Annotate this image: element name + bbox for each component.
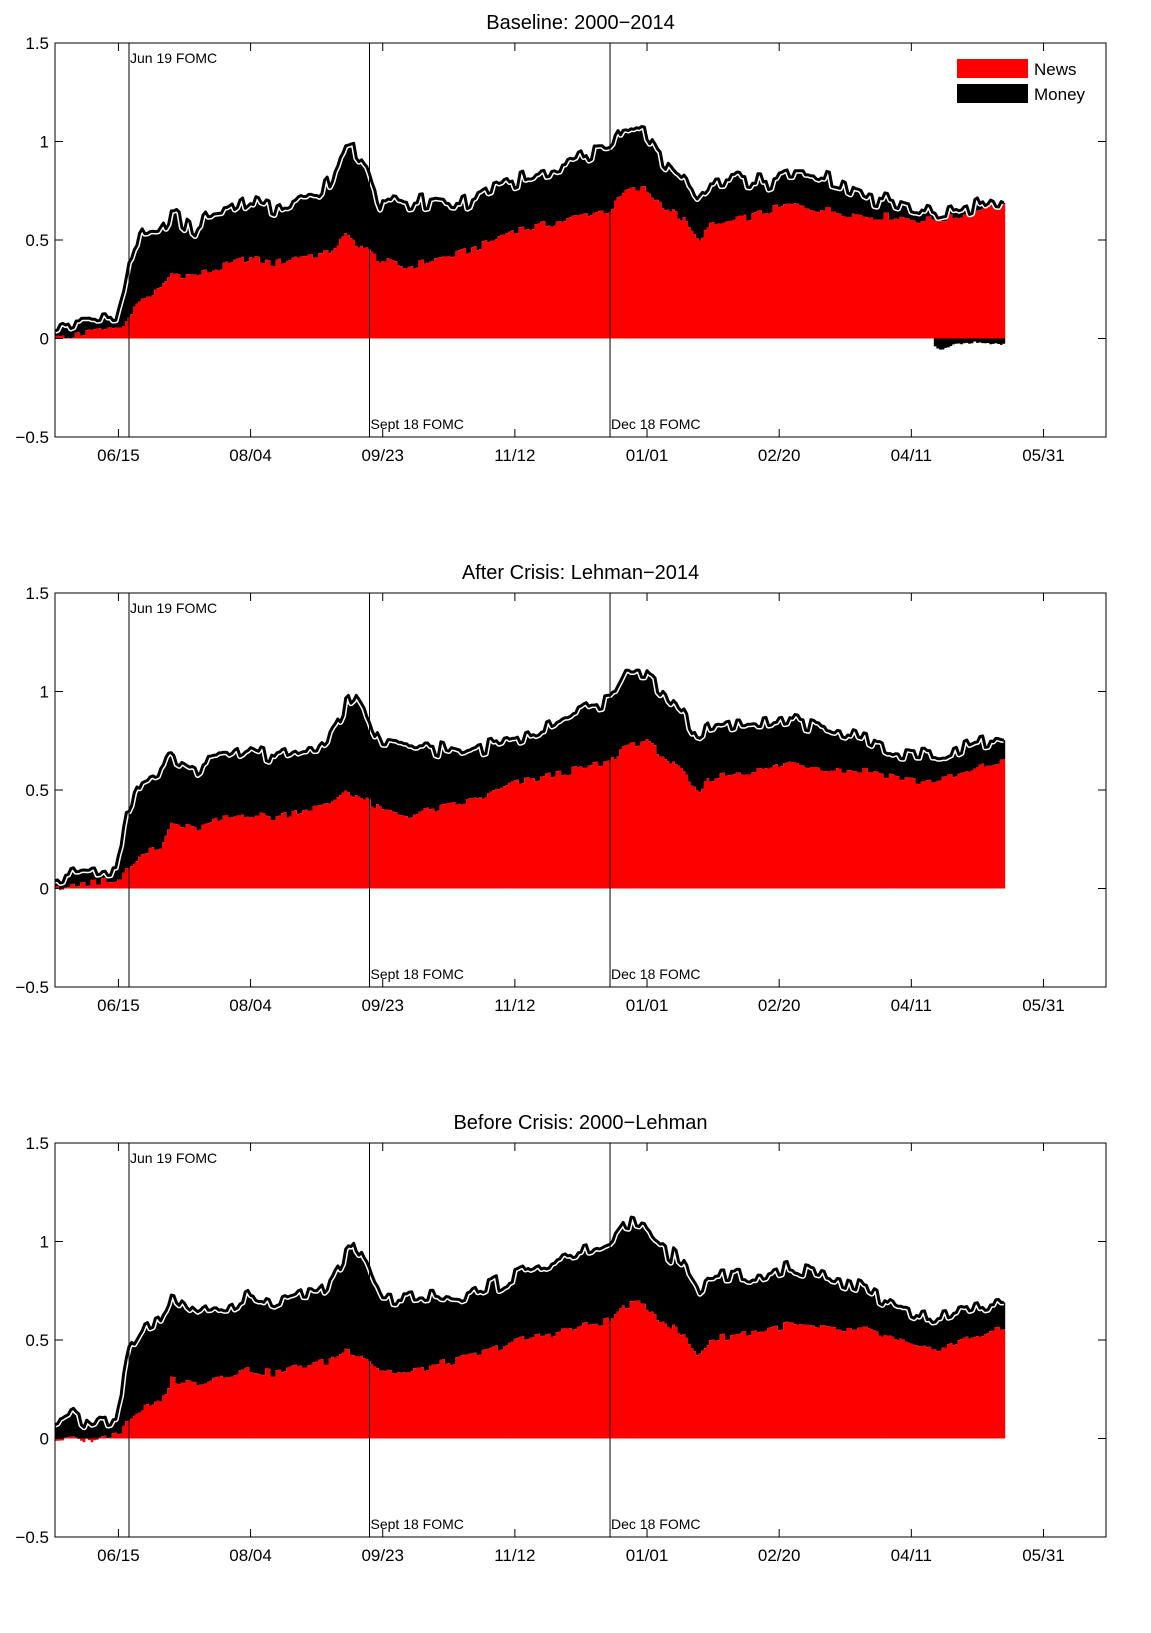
total-line bbox=[55, 125, 1005, 333]
panel-title: Baseline: 2000−2014 bbox=[486, 12, 675, 34]
x-tick-label: 09/23 bbox=[361, 1546, 404, 1565]
chart-panel-2: Jun 19 FOMC Sept 18 FOMC Dec 18 FOMC −0.5 0 0… bbox=[15, 562, 1107, 1015]
x-tick-label: 02/20 bbox=[758, 1546, 801, 1565]
news-area bbox=[55, 739, 1006, 891]
money-area bbox=[55, 1217, 1006, 1439]
event-label-3: Dec 18 FOMC bbox=[611, 966, 700, 982]
y-tick-label: 1 bbox=[40, 683, 49, 702]
x-tick-label: 08/04 bbox=[229, 996, 272, 1015]
x-tick-label: 02/20 bbox=[758, 446, 801, 465]
y-tick-label: 1.5 bbox=[25, 1134, 49, 1153]
y-tick-label: −0.5 bbox=[15, 1528, 49, 1547]
x-tick-label: 08/04 bbox=[229, 1546, 272, 1565]
x-tick-label: 06/15 bbox=[97, 1546, 140, 1565]
x-tick-label: 01/01 bbox=[626, 1546, 669, 1565]
news-area bbox=[55, 186, 1006, 339]
y-tick-label: 0.5 bbox=[25, 781, 49, 800]
event-label-1: Jun 19 FOMC bbox=[130, 1150, 217, 1166]
y-tick-label: 1 bbox=[40, 1233, 49, 1252]
panel-title: Before Crisis: 2000−Lehman bbox=[453, 1112, 707, 1134]
event-label-2: Sept 18 FOMC bbox=[371, 416, 464, 432]
legend: News Money bbox=[957, 59, 1086, 104]
news-area bbox=[55, 1300, 1006, 1443]
legend-label-news: News bbox=[1034, 60, 1077, 79]
y-tick-label: −0.5 bbox=[15, 428, 49, 447]
event-label-3: Dec 18 FOMC bbox=[611, 416, 700, 432]
x-tick-label: 11/12 bbox=[494, 996, 535, 1015]
x-tick-label: 09/23 bbox=[361, 996, 404, 1015]
money-area bbox=[55, 126, 1006, 339]
total-line bbox=[55, 668, 1005, 885]
legend-swatch-money bbox=[957, 84, 1028, 103]
legend-label-money: Money bbox=[1034, 85, 1086, 104]
y-tick-label: 0.5 bbox=[25, 231, 49, 250]
event-label-3: Dec 18 FOMC bbox=[611, 1516, 700, 1532]
y-tick-label: 0.5 bbox=[25, 1331, 49, 1350]
x-tick-label: 04/11 bbox=[891, 1546, 932, 1565]
plot-area bbox=[55, 123, 1006, 350]
y-tick-label: −0.5 bbox=[15, 978, 49, 997]
money-area bbox=[55, 670, 1006, 889]
y-tick-label: 1.5 bbox=[25, 584, 49, 603]
y-tick-label: 0 bbox=[40, 880, 49, 899]
x-tick-label: 06/15 bbox=[97, 446, 140, 465]
x-tick-label: 05/31 bbox=[1022, 446, 1065, 465]
x-tick-label: 08/04 bbox=[229, 446, 272, 465]
x-tick-label: 04/11 bbox=[891, 996, 932, 1015]
x-tick-label: 04/11 bbox=[891, 446, 932, 465]
x-tick-label: 05/31 bbox=[1022, 996, 1065, 1015]
y-tick-label: 1.5 bbox=[25, 34, 49, 53]
x-tick-label: 05/31 bbox=[1022, 1546, 1065, 1565]
y-tick-label: 0 bbox=[40, 330, 49, 349]
x-tick-label: 09/23 bbox=[361, 446, 404, 465]
event-label-1: Jun 19 FOMC bbox=[130, 50, 217, 66]
chart-panel-1: Jun 19 FOMC Sept 18 FOMC Dec 18 FOMC −0.5 0 0… bbox=[15, 12, 1107, 465]
panel-title: After Crisis: Lehman−2014 bbox=[462, 562, 699, 584]
x-tick-label: 11/12 bbox=[494, 446, 535, 465]
x-tick-label: 02/20 bbox=[758, 996, 801, 1015]
y-tick-label: 0 bbox=[40, 1430, 49, 1449]
plot-area bbox=[55, 1214, 1006, 1443]
x-tick-label: 11/12 bbox=[494, 1546, 535, 1565]
plot-area bbox=[55, 667, 1006, 891]
money-negative-area bbox=[933, 338, 1006, 350]
event-label-2: Sept 18 FOMC bbox=[371, 1516, 464, 1532]
chart-panel-3: Jun 19 FOMC Sept 18 FOMC Dec 18 FOMC −0.5 0 0… bbox=[15, 1112, 1107, 1565]
y-tick-label: 1 bbox=[40, 133, 49, 152]
event-label-2: Sept 18 FOMC bbox=[371, 966, 464, 982]
x-tick-label: 01/01 bbox=[626, 996, 669, 1015]
event-label-1: Jun 19 FOMC bbox=[130, 600, 217, 616]
total-line bbox=[55, 1215, 1004, 1429]
legend-swatch-news bbox=[957, 59, 1028, 78]
x-tick-label: 01/01 bbox=[626, 446, 669, 465]
x-tick-label: 06/15 bbox=[97, 996, 140, 1015]
